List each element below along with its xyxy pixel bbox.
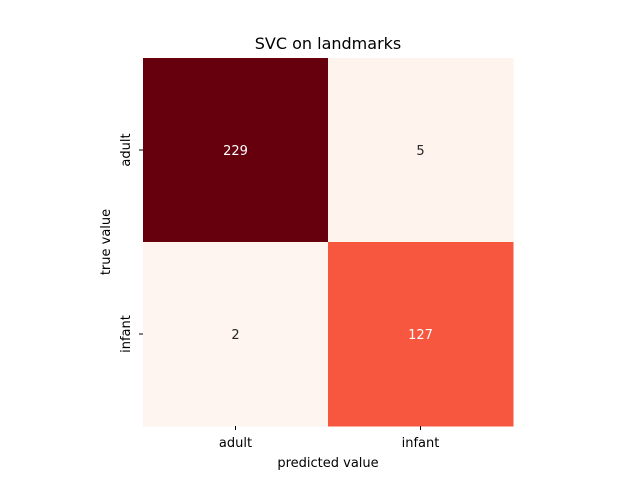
heatmap-cell — [328, 242, 514, 427]
x-tick-label: adult — [219, 436, 252, 451]
y-tick-label: infant — [119, 315, 134, 353]
chart-title: SVC on landmarks — [255, 34, 402, 53]
heatmap-cell — [143, 58, 329, 243]
heatmap-cell — [143, 242, 329, 427]
y-tick-label: adult — [119, 133, 134, 166]
x-axis-label: predicted value — [277, 456, 378, 471]
cell-annotations: 229 5 2 127 — [223, 144, 433, 343]
cell-value-label: 229 — [223, 144, 248, 159]
cell-value-label: 5 — [416, 144, 424, 159]
cell-value-label: 127 — [408, 328, 433, 343]
cell-value-label: 2 — [231, 328, 239, 343]
x-axis-ticks: adult infant — [219, 426, 439, 451]
heatmap-cell — [328, 58, 514, 243]
y-axis-ticks: adult infant — [119, 133, 143, 353]
x-tick-label: infant — [402, 436, 440, 451]
heatmap-cells — [143, 58, 514, 427]
y-axis-label: true value — [99, 209, 114, 275]
